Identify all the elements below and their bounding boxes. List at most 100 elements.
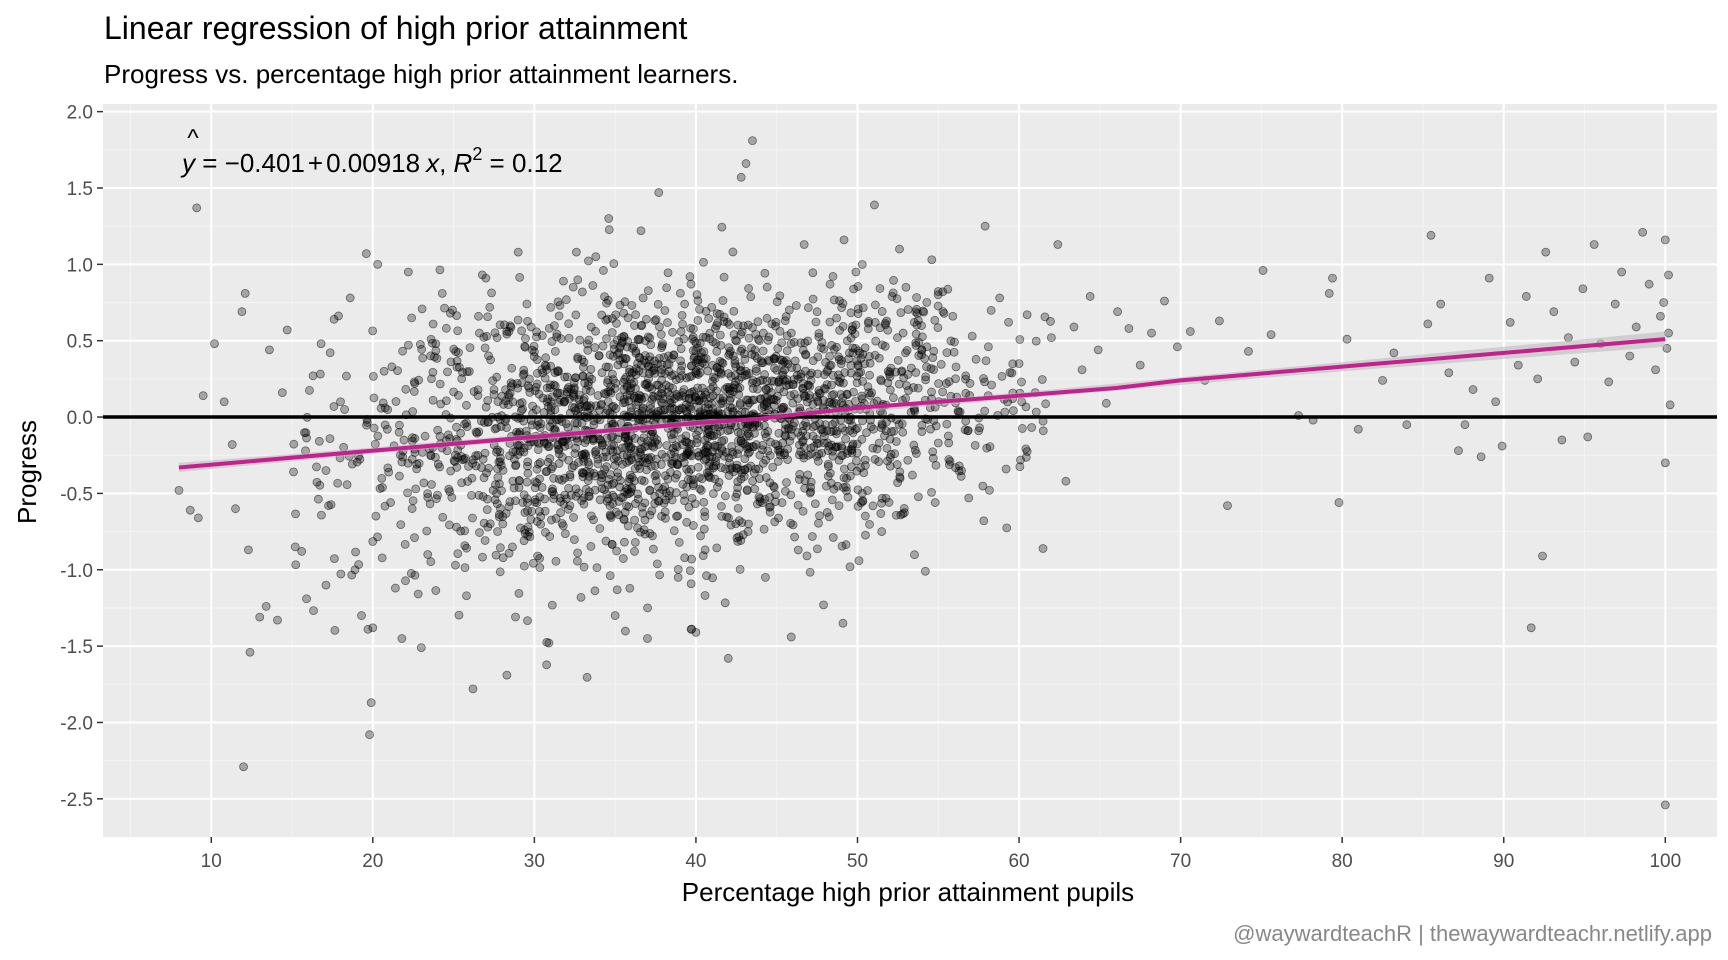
data-point (519, 536, 529, 546)
data-point (979, 374, 988, 383)
data-point (325, 434, 335, 444)
data-point (909, 383, 918, 392)
data-point (852, 466, 862, 476)
data-point (686, 579, 696, 589)
data-point (733, 320, 743, 330)
data-point (589, 420, 599, 430)
data-point (637, 320, 647, 330)
data-point (1505, 317, 1515, 327)
data-point (464, 461, 473, 471)
data-point (748, 323, 757, 332)
data-point (860, 343, 870, 353)
x-tick-label: 60 (1008, 851, 1029, 872)
data-point (803, 303, 813, 313)
data-point (648, 544, 658, 554)
equation-r-superscript: 2 (472, 144, 482, 164)
data-point (569, 378, 579, 388)
data-point (938, 387, 948, 397)
data-point (1625, 351, 1635, 361)
data-point (888, 393, 898, 403)
y-tick-label: 0.5 (67, 332, 93, 353)
data-point (662, 360, 672, 370)
data-point (475, 328, 484, 338)
data-point (811, 317, 821, 327)
data-point (504, 327, 514, 336)
data-point (793, 545, 803, 555)
data-point (711, 339, 721, 348)
data-point (743, 527, 753, 536)
data-point (560, 529, 570, 539)
data-point (874, 438, 884, 448)
data-point (828, 446, 838, 456)
data-point (1004, 317, 1013, 327)
data-point (519, 490, 529, 500)
data-point (604, 475, 614, 484)
data-point (347, 570, 357, 580)
data-point (462, 400, 471, 410)
data-point (410, 570, 420, 580)
data-point (598, 341, 608, 351)
data-point (734, 390, 744, 400)
data-point (871, 336, 881, 346)
data-point (1022, 310, 1032, 320)
data-point (755, 450, 765, 460)
data-point (686, 279, 696, 289)
data-point (482, 468, 491, 478)
data-point (570, 418, 580, 428)
data-point (416, 643, 426, 653)
data-point (740, 371, 750, 380)
data-point (1046, 333, 1056, 343)
x-axis-title: Percentage high prior attainment pupils (682, 877, 1134, 907)
data-point (870, 200, 879, 210)
data-point (522, 299, 532, 309)
data-point (921, 375, 930, 385)
data-point (597, 438, 607, 448)
data-point (1644, 279, 1654, 289)
data-point (819, 344, 829, 354)
data-point (334, 311, 343, 321)
data-point (668, 327, 677, 337)
data-point (942, 348, 952, 358)
data-point (528, 401, 538, 411)
data-point (577, 287, 587, 297)
data-point (602, 452, 612, 462)
data-point (231, 504, 240, 514)
data-point (530, 495, 540, 505)
data-point (1521, 292, 1531, 301)
data-point (763, 335, 773, 345)
data-point (557, 518, 567, 528)
data-point (571, 484, 581, 494)
data-point (870, 317, 880, 327)
data-point (677, 310, 687, 320)
data-point (1497, 441, 1507, 451)
data-point (902, 381, 912, 390)
equation-minus: − (225, 148, 240, 178)
data-point (1324, 288, 1334, 298)
data-point (693, 462, 703, 472)
data-point (928, 353, 938, 363)
data-point (504, 548, 514, 558)
data-point (755, 474, 764, 484)
data-point (841, 434, 851, 444)
data-point (812, 307, 822, 317)
data-point (752, 366, 761, 376)
data-point (655, 488, 665, 498)
data-point (377, 473, 387, 483)
data-point (629, 341, 639, 351)
data-point (815, 511, 824, 521)
data-point (678, 319, 687, 329)
data-point (625, 390, 635, 400)
data-point (754, 421, 764, 431)
data-point (792, 363, 802, 373)
data-point (876, 423, 886, 433)
data-point (717, 358, 727, 367)
data-point (1172, 342, 1182, 352)
data-point (639, 433, 649, 443)
data-point (698, 332, 708, 342)
data-point (536, 419, 546, 429)
data-point (724, 369, 733, 378)
data-point (832, 313, 842, 323)
data-point (676, 327, 686, 336)
data-point (620, 537, 629, 547)
data-point (736, 172, 746, 182)
